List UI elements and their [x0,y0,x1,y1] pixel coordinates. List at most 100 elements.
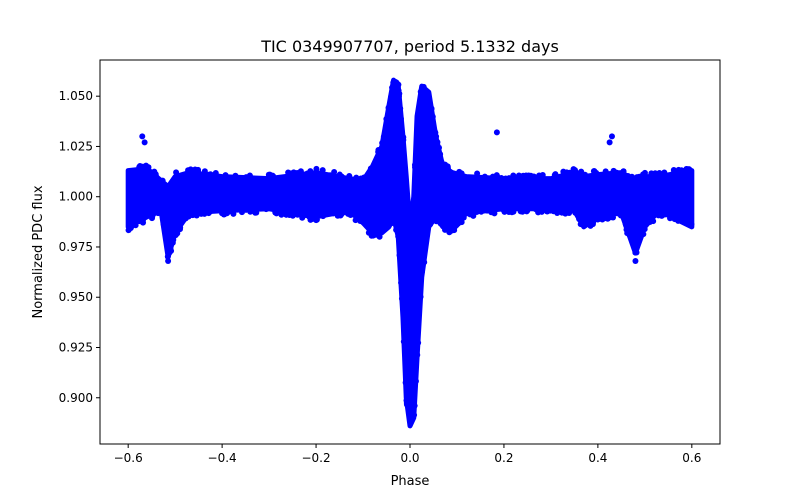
data-point [344,179,351,186]
data-point [126,223,133,230]
data-point [408,214,415,221]
data-point [128,168,135,175]
data-point [242,203,249,210]
data-point [259,179,266,186]
data-point [395,87,402,94]
data-point [643,175,650,182]
data-point [649,176,656,183]
data-point [395,233,402,240]
data-point [291,169,298,176]
x-tick-label: 0.0 [400,451,419,465]
data-point [688,221,695,228]
data-point [634,177,641,184]
data-point [640,231,647,238]
data-point [431,128,438,135]
data-point [171,177,178,184]
data-point [495,177,502,184]
data-point [160,221,167,228]
data-points [125,77,695,429]
data-point [599,174,606,181]
data-point [283,211,290,218]
data-point [671,216,678,223]
data-point [307,216,314,223]
data-point [378,227,385,234]
data-point [397,115,404,122]
data-point [279,207,286,214]
data-point [403,399,410,406]
data-point [500,203,507,210]
data-point [274,207,281,214]
data-point [577,221,584,228]
data-point [376,233,383,240]
data-point [449,225,456,232]
data-point [281,175,288,182]
data-point [262,202,269,209]
y-tick-label: 1.025 [59,139,93,153]
data-point [205,205,212,212]
y-tick-label: 0.925 [59,340,93,354]
data-point [353,211,360,218]
data-point [468,205,475,212]
data-point [493,129,500,136]
data-point [357,218,364,225]
data-point [286,170,293,177]
data-point [149,215,156,222]
data-point [658,212,665,219]
data-point [299,214,306,221]
data-point [687,171,694,178]
data-point [667,215,674,222]
data-point [203,172,210,179]
data-point [388,93,395,100]
data-point [610,214,617,221]
data-point [375,148,382,155]
data-point [604,215,611,222]
data-point [590,174,597,181]
data-point [606,139,613,146]
data-point [152,171,159,178]
data-point [184,208,191,215]
data-point [436,144,443,151]
data-point [418,268,425,275]
data-point [176,173,183,180]
data-point [417,293,424,300]
data-point [174,230,181,237]
data-point [185,213,192,220]
data-point [395,93,402,100]
data-point [633,249,640,256]
data-point [395,81,402,88]
data-point [532,206,539,213]
data-point [437,151,444,158]
data-point [185,167,192,174]
data-point [518,204,525,211]
data-point [400,136,407,143]
data-point [417,88,424,95]
data-point [249,177,256,184]
data-point [327,172,334,179]
data-point [654,172,661,179]
data-point [195,166,202,173]
data-point [198,206,205,213]
data-point [189,208,196,215]
data-point [600,209,607,216]
data-point [544,208,551,215]
data-point [400,338,407,345]
data-point [442,226,449,233]
data-point [159,181,166,188]
data-point [676,217,683,224]
data-point [583,175,590,182]
data-point [632,258,639,265]
data-point [379,140,386,147]
data-point [570,166,577,173]
data-point [575,211,582,218]
data-point [672,173,679,180]
data-point [291,207,298,214]
data-point [327,208,334,215]
data-point [552,206,559,213]
data-point [455,220,462,227]
x-tick-label: −0.6 [114,451,143,465]
data-point [269,174,276,181]
data-point [145,164,152,171]
y-tick-label: 0.900 [59,391,93,405]
data-point [523,177,530,184]
